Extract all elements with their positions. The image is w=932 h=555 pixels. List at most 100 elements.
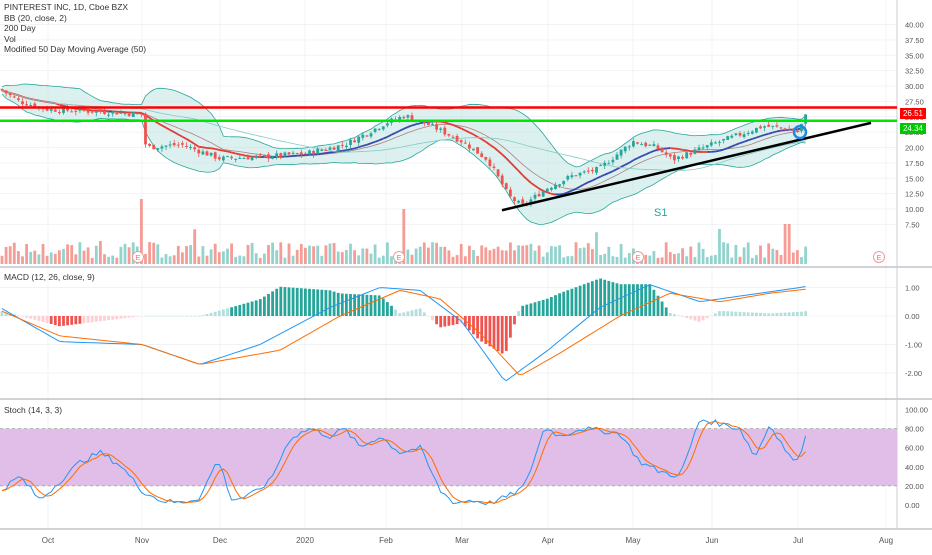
candle-body	[439, 129, 442, 130]
stoch-band	[0, 429, 897, 486]
ma50-segment	[236, 153, 240, 154]
ma50-segment	[654, 150, 658, 151]
time-tick-label: Jul	[793, 536, 803, 545]
volume-bar	[546, 252, 549, 264]
candle-body	[542, 191, 545, 196]
candle-body	[279, 153, 282, 157]
symbol-title[interactable]: PINTEREST INC, 1D, Cboe BZX	[4, 2, 146, 13]
volume-bar	[58, 250, 61, 264]
candle-body	[275, 153, 278, 156]
volume-bar	[128, 247, 131, 264]
volume-bar	[771, 249, 774, 264]
macd-histogram-bar	[218, 311, 221, 316]
macd-histogram-bar	[95, 316, 98, 322]
candle-body	[776, 125, 779, 126]
macd-legend[interactable]: MACD (12, 26, close, 9)	[4, 272, 95, 282]
stoch-overbought-oversold-band	[0, 429, 897, 486]
candle-body	[29, 105, 32, 106]
ma50-segment	[248, 156, 252, 157]
time-tick-label: Mar	[455, 536, 469, 545]
candle-body	[58, 112, 61, 113]
volume-bar	[74, 254, 77, 264]
ma50-segment	[773, 131, 777, 132]
macd-histogram-bar	[788, 312, 791, 316]
macd-histogram-bar	[58, 316, 61, 326]
candle-body	[665, 152, 668, 154]
macd-histogram-bar	[42, 316, 45, 322]
macd-histogram-bar	[33, 316, 36, 320]
ma50-legend[interactable]: Modified 50 Day Moving Average (50)	[4, 44, 146, 55]
ma50-segment	[322, 153, 326, 154]
macd-histogram-bar	[251, 302, 254, 316]
candle-body	[718, 142, 721, 143]
volume-bar	[361, 248, 364, 264]
volume-bar	[571, 256, 574, 264]
bb-legend[interactable]: BB (20, close, 2)	[4, 13, 146, 24]
volume-bar	[349, 244, 352, 264]
volume-bar	[460, 244, 463, 264]
macd-histogram-bar	[452, 316, 455, 325]
macd-histogram-bar	[722, 311, 725, 316]
ma50-segment	[551, 194, 555, 195]
ma50-segment	[740, 142, 744, 143]
candle-body	[771, 126, 774, 127]
volume-bar	[497, 247, 500, 264]
volume-bar	[181, 252, 184, 264]
time-tick-label: Aug	[879, 536, 893, 545]
ma50-segment	[355, 147, 359, 148]
candle-body	[25, 104, 28, 105]
candle-body	[751, 131, 754, 133]
candle-body	[464, 143, 467, 144]
macd-histogram-bar	[21, 316, 24, 317]
volume-bar	[653, 251, 656, 264]
candle-body	[255, 156, 258, 157]
macd-histogram-bar	[534, 302, 537, 316]
candle-body	[230, 157, 233, 158]
ma50-segment	[765, 134, 769, 135]
candle-body	[554, 185, 557, 189]
ma50-segment	[232, 152, 236, 153]
volume-bar	[521, 246, 524, 264]
macd-histogram-bar	[665, 307, 668, 316]
volume-bar	[722, 242, 725, 264]
macd-histogram-bar	[784, 313, 787, 316]
time-tick-label: Feb	[379, 536, 393, 545]
ma50-segment	[223, 151, 227, 152]
candle-body	[189, 147, 192, 148]
candle-body	[17, 98, 20, 99]
macd-histogram-bar	[222, 309, 225, 316]
macd-histogram-bar	[800, 312, 803, 316]
macd-histogram-bar	[431, 316, 434, 320]
candle-body	[218, 157, 221, 159]
candle-body	[74, 111, 77, 112]
volume-bar	[698, 243, 701, 264]
price-legend: PINTEREST INC, 1D, Cboe BZX BB (20, clos…	[4, 2, 146, 55]
stoch-legend[interactable]: Stoch (14, 3, 3)	[4, 405, 62, 415]
candle-body	[767, 125, 770, 127]
volume-bar	[218, 252, 221, 264]
volume-bar	[554, 247, 557, 264]
volume-bar	[173, 255, 176, 264]
candle-body	[571, 175, 574, 177]
time-tick-label: Oct	[42, 536, 55, 545]
macd-histogram-bar	[390, 306, 393, 316]
candle-body	[763, 126, 766, 127]
ma50-segment	[412, 124, 416, 125]
vol-legend[interactable]: Vol	[4, 34, 146, 45]
candle-body	[702, 148, 705, 149]
volume-bar	[751, 258, 754, 264]
macd-histogram-bar	[661, 302, 664, 316]
macd-histogram-bar	[776, 313, 779, 316]
candle-body	[558, 184, 561, 186]
candle-body	[579, 173, 582, 176]
volume-bar	[476, 256, 479, 264]
volume-bar	[735, 245, 738, 264]
candle-body	[79, 108, 82, 110]
ma200-legend[interactable]: 200 Day	[4, 23, 146, 34]
macd-histogram-bar	[275, 289, 278, 316]
candle-body	[612, 160, 615, 162]
volume-bar	[284, 258, 287, 264]
candle-body	[591, 170, 594, 171]
candle-body	[538, 194, 541, 196]
